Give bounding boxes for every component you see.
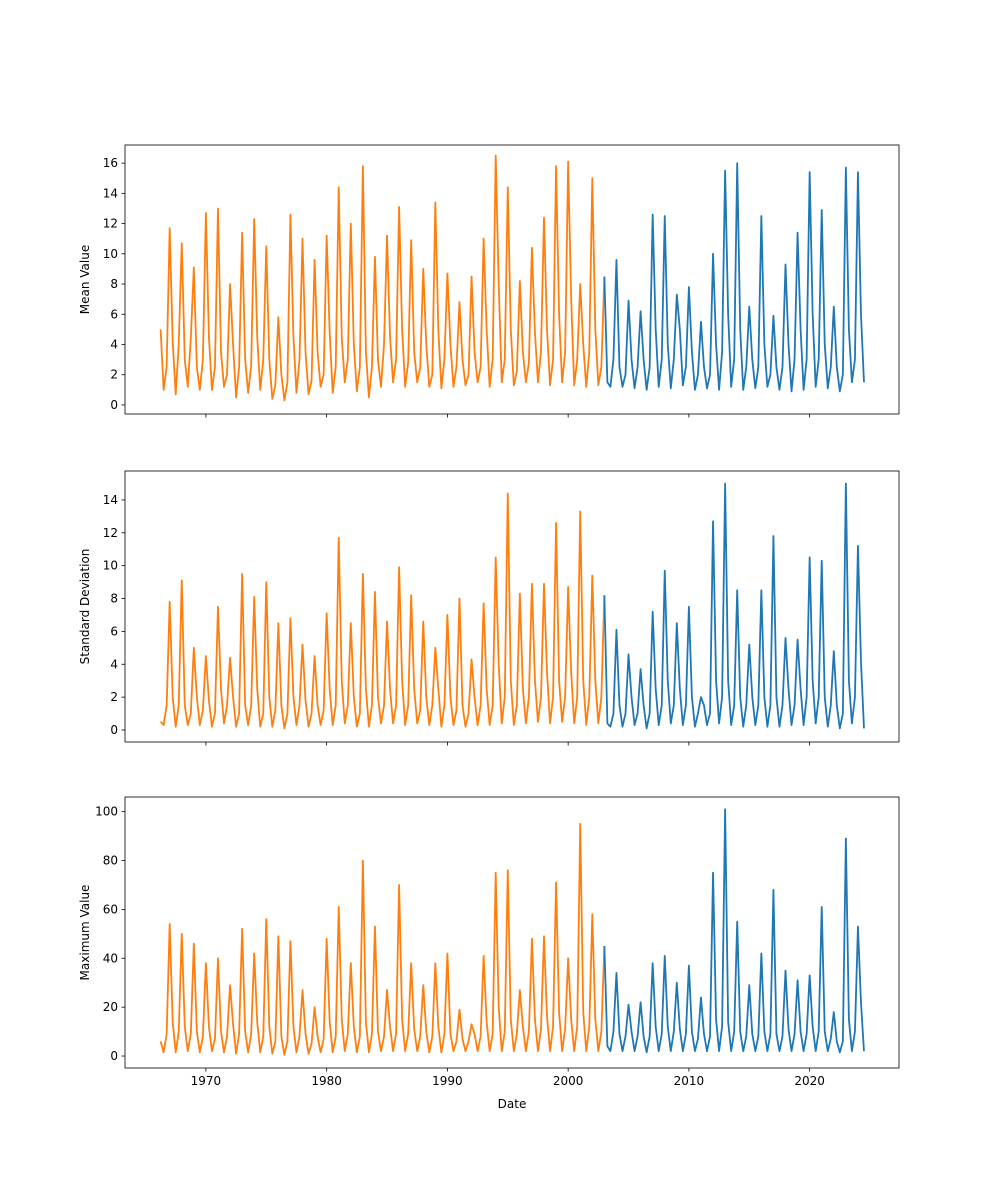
y-tick-label: 16 (103, 156, 118, 170)
axes-frame (124, 470, 900, 743)
y-tick-label: 8 (110, 277, 118, 291)
y-tick-label: 0 (110, 1049, 118, 1063)
series-line-blue (603, 808, 865, 1054)
y-tick-label: 2 (110, 368, 118, 382)
axes-frame (124, 796, 900, 1069)
y-tick-label: 10 (103, 247, 118, 261)
y-axis-label: Mean Value (78, 245, 92, 314)
y-tick-label: 14 (103, 186, 118, 200)
y-tick-label: 20 (103, 1000, 118, 1014)
x-tick-label: 2020 (794, 1074, 825, 1088)
y-tick-label: 4 (110, 337, 118, 351)
series-line-blue (603, 162, 865, 393)
x-tick-label: 1970 (191, 1074, 222, 1088)
y-tick-label: 12 (103, 217, 118, 231)
y-tick-label: 100 (95, 805, 118, 819)
x-axis-label: Date (498, 1097, 527, 1111)
y-tick-label: 60 (103, 902, 118, 916)
y-axis-label: Maximum Value (78, 885, 92, 981)
axes-frame (124, 144, 900, 415)
x-tick-label: 1980 (311, 1074, 342, 1088)
series-line-orange (159, 492, 606, 730)
x-tick-label: 2010 (674, 1074, 705, 1088)
y-tick-label: 14 (103, 493, 118, 507)
y-tick-label: 2 (110, 690, 118, 704)
x-tick-label: 1990 (432, 1074, 463, 1088)
series-line-orange (159, 154, 606, 402)
y-tick-label: 6 (110, 624, 118, 638)
y-tick-label: 0 (110, 398, 118, 412)
y-tick-label: 40 (103, 951, 118, 965)
series-line-orange (159, 822, 606, 1056)
y-tick-label: 80 (103, 854, 118, 868)
y-tick-label: 10 (103, 559, 118, 573)
y-tick-label: 8 (110, 592, 118, 606)
y-tick-label: 4 (110, 657, 118, 671)
y-axis-label: Standard Deviation (78, 549, 92, 665)
x-tick-label: 2000 (553, 1074, 584, 1088)
y-tick-label: 6 (110, 307, 118, 321)
y-tick-label: 0 (110, 723, 118, 737)
series-line-blue (603, 482, 865, 730)
y-tick-label: 12 (103, 526, 118, 540)
